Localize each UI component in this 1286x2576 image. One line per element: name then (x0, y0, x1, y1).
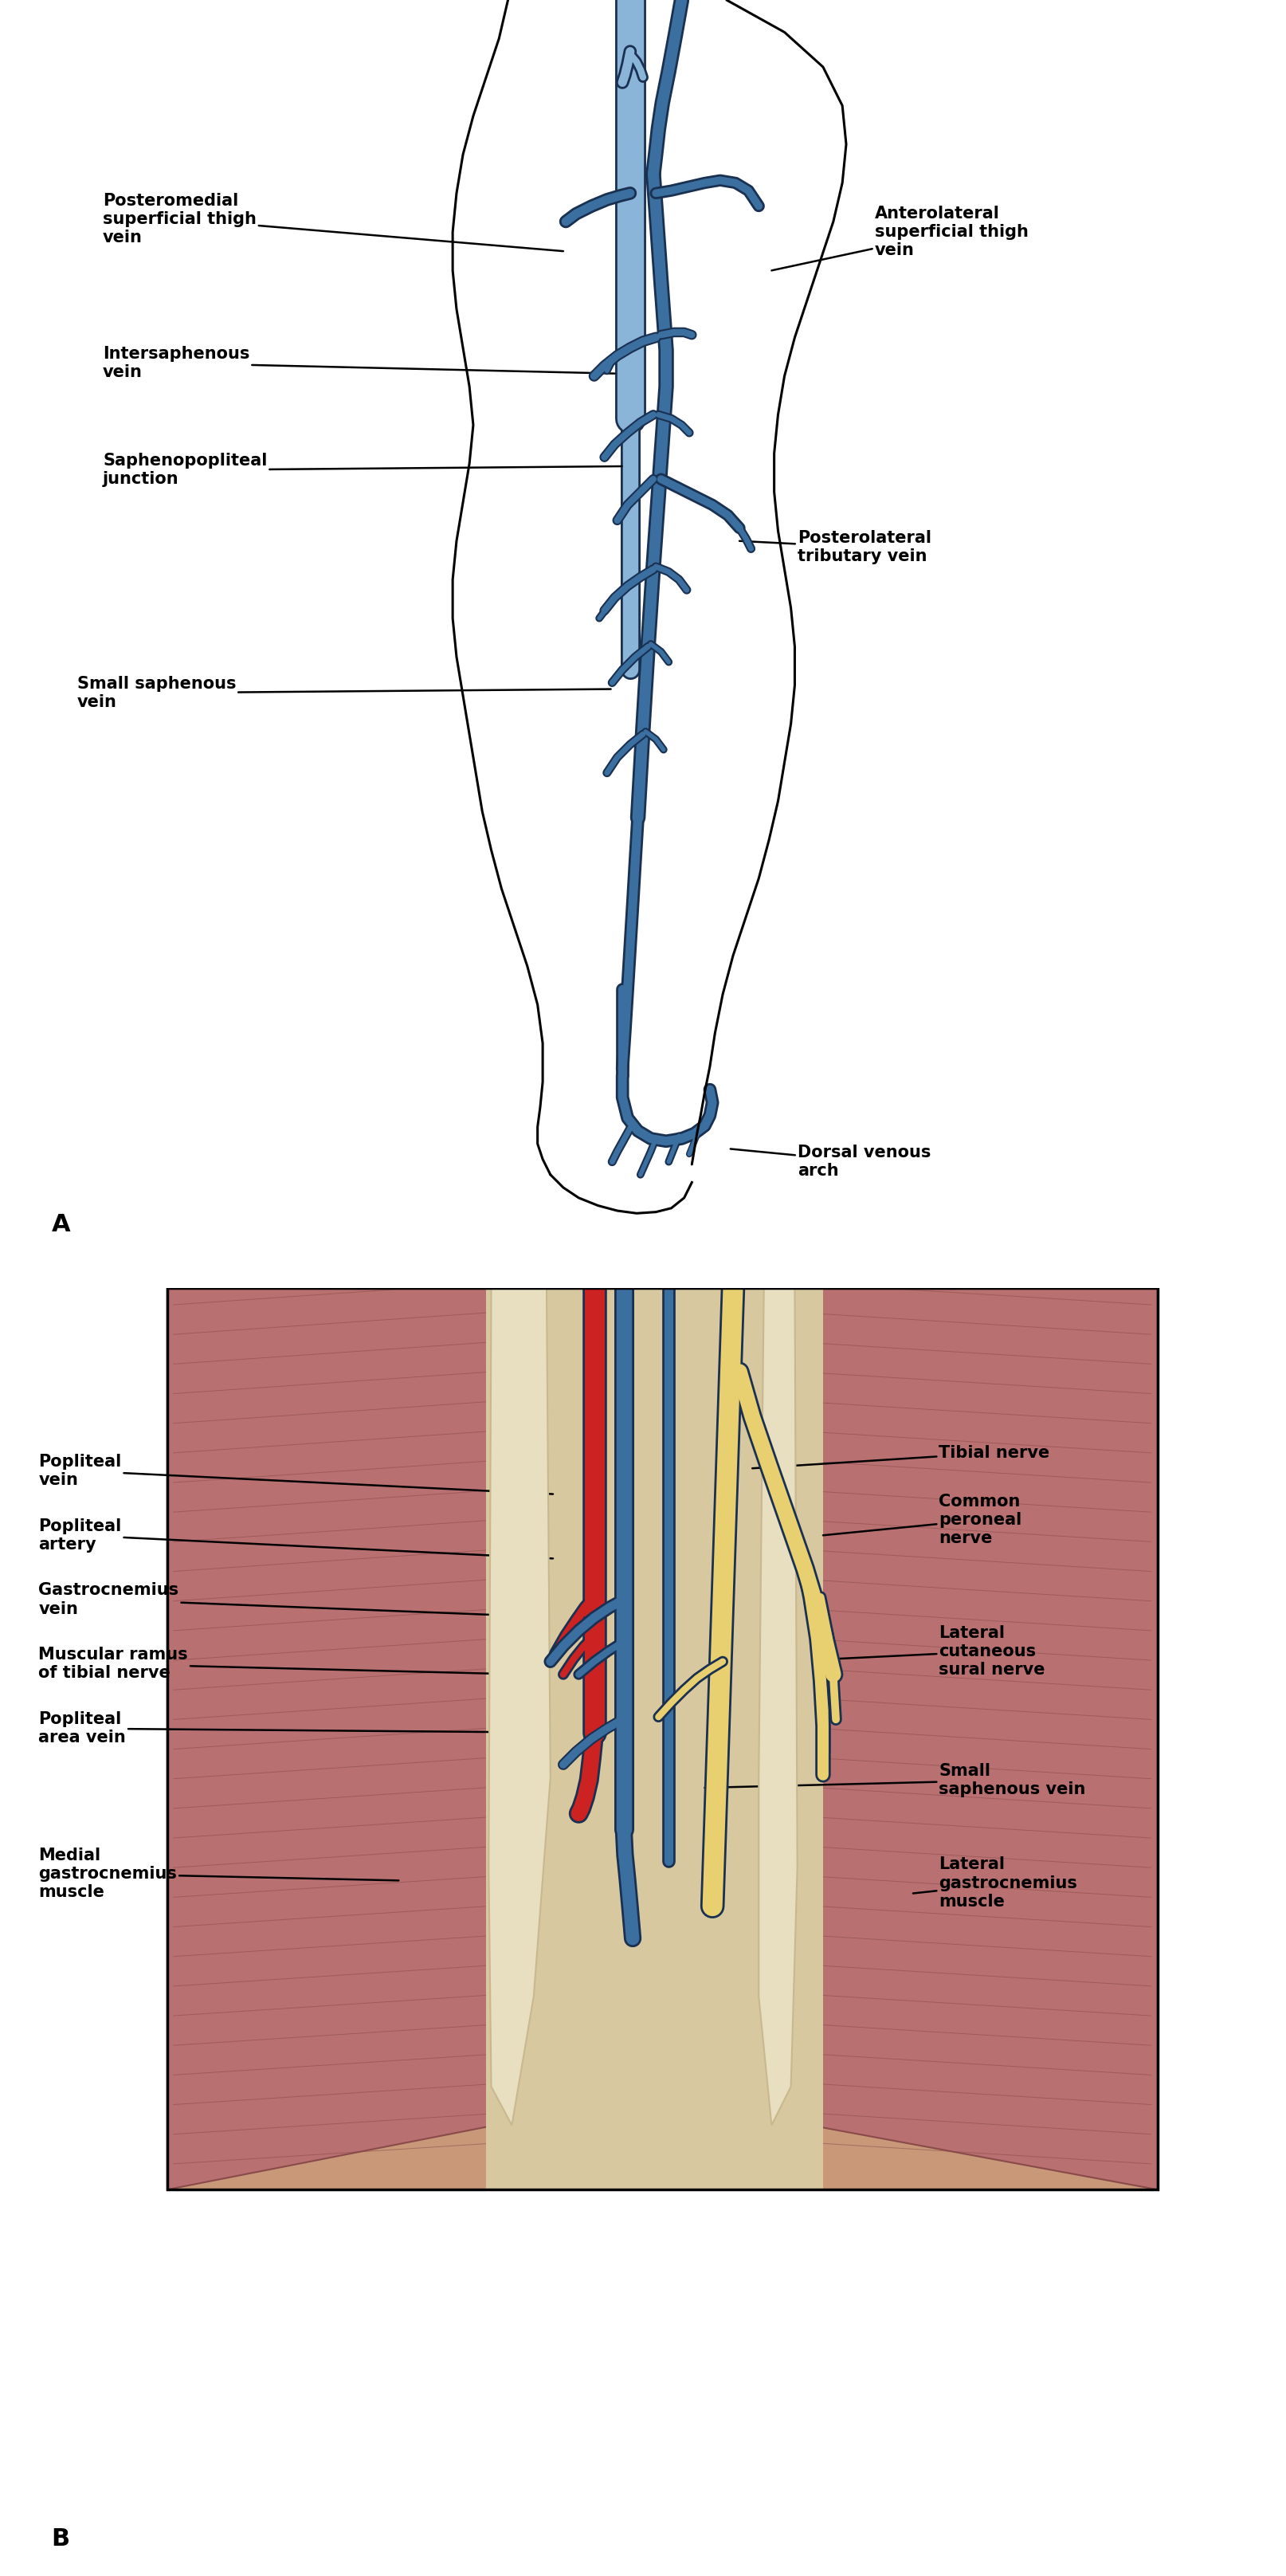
Polygon shape (489, 1288, 550, 2125)
Text: Small
saphenous vein: Small saphenous vein (705, 1762, 1085, 1798)
Polygon shape (759, 1288, 797, 2125)
Text: Lateral
cutaneous
sural nerve: Lateral cutaneous sural nerve (833, 1625, 1046, 1677)
Text: Tibial nerve: Tibial nerve (752, 1445, 1049, 1468)
Polygon shape (772, 1288, 1157, 2190)
Text: Anterolateral
superficial thigh
vein: Anterolateral superficial thigh vein (772, 206, 1029, 270)
Text: Common
peroneal
nerve: Common peroneal nerve (823, 1494, 1022, 1546)
Text: Popliteal
area vein: Popliteal area vein (39, 1710, 534, 1747)
Text: Popliteal
vein: Popliteal vein (39, 1453, 553, 1494)
Text: A: A (51, 1213, 71, 1236)
Text: Lateral
gastrocnemius
muscle: Lateral gastrocnemius muscle (913, 1857, 1078, 1909)
FancyBboxPatch shape (486, 1288, 823, 2190)
Polygon shape (167, 1288, 534, 2190)
Text: Small saphenous
vein: Small saphenous vein (77, 675, 611, 711)
FancyBboxPatch shape (167, 1288, 1157, 2190)
Text: Posterolateral
tributary vein: Posterolateral tributary vein (739, 531, 931, 564)
Text: Medial
gastrocnemius
muscle: Medial gastrocnemius muscle (39, 1847, 399, 1901)
Text: Muscular ramus
of tibial nerve: Muscular ramus of tibial nerve (39, 1646, 525, 1682)
Text: Gastrocnemius
vein: Gastrocnemius vein (39, 1582, 534, 1618)
Text: Intersaphenous
vein: Intersaphenous vein (103, 345, 615, 381)
Text: Dorsal venous
arch: Dorsal venous arch (730, 1144, 931, 1180)
Text: Popliteal
artery: Popliteal artery (39, 1517, 553, 1558)
Text: Posteromedial
superficial thigh
vein: Posteromedial superficial thigh vein (103, 193, 563, 250)
Text: B: B (51, 2527, 69, 2550)
Text: Saphenopopliteal
junction: Saphenopopliteal junction (103, 453, 624, 487)
